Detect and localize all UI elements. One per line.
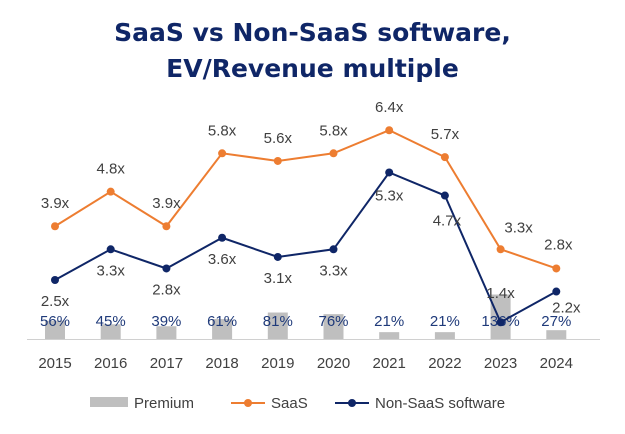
premium-bar: [434, 332, 455, 339]
premium-bar: [490, 294, 511, 339]
non-saas-data-label: 3.3x: [97, 262, 126, 279]
non-saas-data-label: 3.1x: [264, 270, 293, 287]
saas-data-label: 3.9x: [41, 195, 70, 212]
saas-data-label: 6.4x: [375, 99, 404, 116]
non-saas-point: [51, 276, 59, 284]
premium-data-label: 76%: [318, 313, 348, 330]
saas-data-label: 3.3x: [504, 219, 533, 236]
x-tick-label: 2023: [484, 355, 517, 372]
saas-point: [162, 222, 171, 231]
non-saas-data-label: 3.3x: [319, 262, 348, 279]
non-saas-data-label: 2.8x: [152, 281, 181, 298]
saas-data-label: 5.8x: [208, 122, 237, 139]
premium-data-label: 45%: [96, 313, 126, 330]
non-saas-point: [552, 287, 561, 296]
x-tick-label: 2021: [373, 355, 406, 372]
premium-data-label: 56%: [40, 313, 70, 330]
saas-point: [106, 187, 115, 196]
non-saas-data-label: 2.5x: [41, 293, 70, 310]
saas-data-label: 5.8x: [319, 122, 348, 139]
saas-data-label: 5.6x: [264, 130, 293, 147]
x-tick-label: 2017: [150, 355, 183, 372]
saas-point: [51, 222, 59, 231]
saas-point: [552, 264, 561, 273]
non-saas-point: [329, 245, 338, 254]
saas-data-label: 4.8x: [97, 161, 126, 178]
premium-bar: [45, 320, 65, 339]
premium-bar: [546, 330, 567, 339]
non-saas-point: [385, 168, 394, 177]
non-saas-data-label: 3.6x: [208, 251, 237, 268]
non-saas-point: [162, 264, 171, 273]
non-saas-point: [440, 191, 449, 200]
saas-data-label: 5.7x: [431, 126, 460, 143]
saas-data-label: 2.8x: [544, 236, 573, 253]
premium-data-label: 39%: [151, 313, 181, 330]
premium-data-label: 21%: [374, 313, 404, 330]
premium-data-label: 21%: [430, 313, 460, 330]
x-tick-label: 2019: [261, 355, 294, 372]
legend-marker-non-saas: [348, 399, 356, 407]
saas-point: [329, 149, 338, 158]
x-tick-label: 2015: [38, 355, 71, 372]
non-saas-data-label: 5.3x: [375, 187, 404, 204]
premium-data-label: 81%: [263, 313, 293, 330]
non-saas-point: [496, 318, 505, 327]
x-tick-label: 2020: [317, 355, 350, 372]
legend-label-premium: Premium: [134, 395, 194, 412]
legend-swatch-premium: [90, 397, 128, 407]
premium-bar: [379, 332, 400, 339]
non-saas-data-label: 1.4x: [486, 285, 515, 302]
premium-data-label: 61%: [207, 313, 237, 330]
x-tick-label: 2016: [94, 355, 127, 372]
chart-title-line-1: SaaS vs Non-SaaS software,: [114, 18, 511, 47]
saas-point: [496, 245, 505, 254]
x-tick-label: 2024: [540, 355, 573, 372]
legend-marker-saas: [244, 399, 252, 407]
saas-data-label: 3.9x: [152, 195, 181, 212]
premium-bar: [323, 314, 344, 339]
premium-bar: [212, 319, 233, 339]
non-saas-data-label: 4.7x: [433, 213, 462, 230]
non-saas-point: [273, 252, 282, 261]
premium-bar: [267, 312, 288, 339]
premium-data-label: 27%: [541, 313, 571, 330]
saas-line: [54, 129, 557, 270]
premium-bar: [156, 326, 177, 339]
non-saas-point: [218, 233, 227, 242]
chart-title-line-2: EV/Revenue multiple: [166, 54, 459, 83]
premium-bar: [100, 324, 121, 339]
non-saas-point: [106, 245, 115, 254]
x-tick-label: 2018: [205, 355, 238, 372]
saas-point: [385, 126, 394, 135]
saas-point: [273, 156, 282, 165]
legend-label-non-saas: Non-SaaS software: [375, 395, 505, 412]
non-saas-data-label: 2.2x: [552, 300, 581, 317]
saas-point: [440, 153, 449, 162]
x-tick-label: 2022: [428, 355, 461, 372]
non-saas-line: [54, 171, 557, 324]
legend-label-saas: SaaS: [271, 395, 308, 412]
saas-point: [218, 149, 227, 158]
